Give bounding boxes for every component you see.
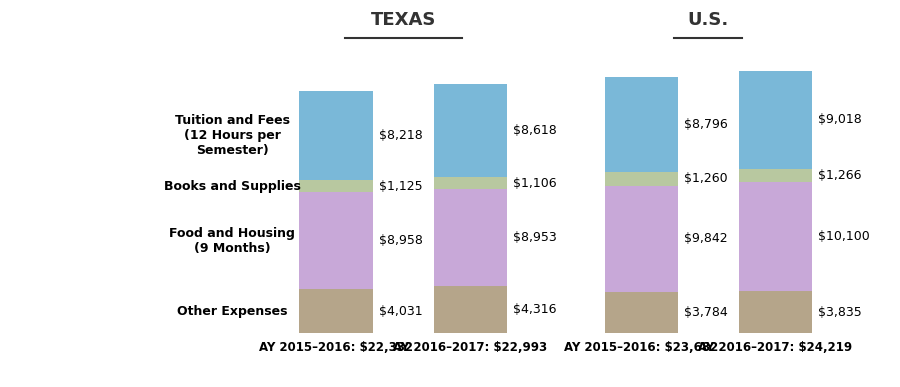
Text: $1,266: $1,266 [818, 169, 861, 182]
Text: $1,260: $1,260 [684, 172, 727, 185]
Bar [434, 178, 507, 189]
Bar [605, 292, 678, 333]
Text: $9,842: $9,842 [684, 232, 727, 245]
Bar [605, 186, 678, 292]
Bar [605, 77, 678, 172]
Text: $8,958: $8,958 [379, 235, 423, 247]
Text: $10,100: $10,100 [818, 230, 869, 243]
Bar [605, 172, 678, 186]
Bar [434, 286, 507, 333]
Text: $4,031: $4,031 [379, 305, 422, 318]
Bar [300, 91, 373, 180]
Bar [739, 71, 812, 169]
Text: $3,835: $3,835 [818, 306, 862, 319]
Bar [300, 192, 373, 289]
Text: $8,796: $8,796 [684, 118, 727, 131]
Text: $1,106: $1,106 [513, 177, 556, 190]
Text: $9,018: $9,018 [818, 113, 862, 126]
Bar [300, 180, 373, 192]
Text: Other Expenses: Other Expenses [177, 305, 288, 318]
Text: $8,953: $8,953 [513, 231, 557, 244]
Text: U.S.: U.S. [688, 11, 729, 29]
Text: Books and Supplies: Books and Supplies [164, 180, 301, 193]
Bar [739, 169, 812, 182]
Bar [434, 189, 507, 286]
Text: TEXAS: TEXAS [371, 11, 436, 29]
Text: $4,316: $4,316 [513, 303, 556, 316]
Bar [300, 289, 373, 333]
Text: Tuition and Fees
(12 Hours per
Semester): Tuition and Fees (12 Hours per Semester) [175, 115, 290, 158]
Text: $8,618: $8,618 [513, 124, 557, 137]
Text: $8,218: $8,218 [379, 129, 422, 142]
Bar [739, 182, 812, 291]
Text: $1,125: $1,125 [379, 180, 422, 193]
Bar [739, 291, 812, 333]
Text: $3,784: $3,784 [684, 306, 727, 319]
Text: Food and Housing
(9 Months): Food and Housing (9 Months) [169, 227, 295, 255]
Bar [434, 84, 507, 178]
